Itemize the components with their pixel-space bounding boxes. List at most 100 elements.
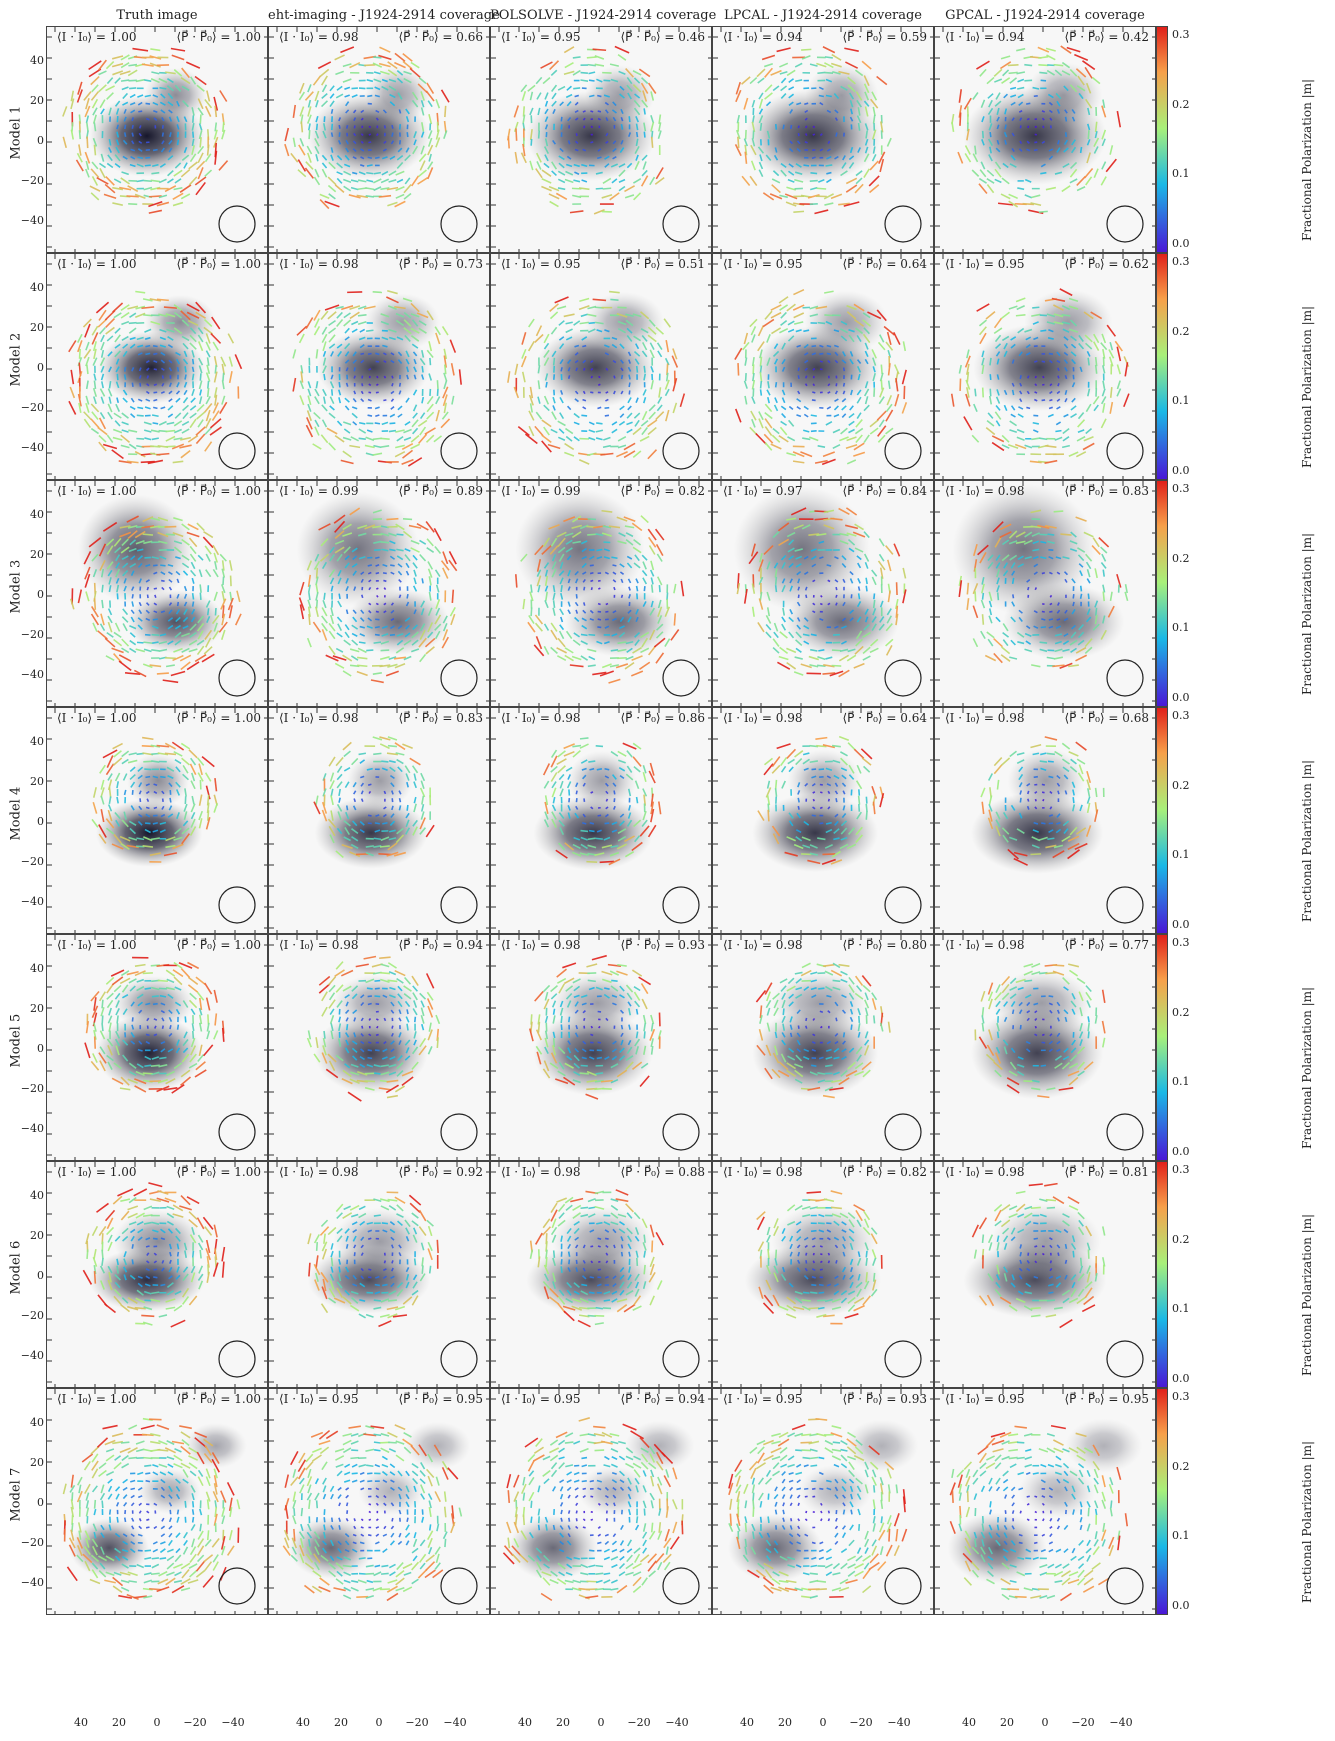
intensity-blob [947,1512,1047,1584]
intensity-correlation: ⟨I · I₀⟩ = 0.95 [723,257,803,271]
intensity-correlation: ⟨I · I₀⟩ = 1.00 [57,30,137,44]
intensity-correlation: ⟨I · I₀⟩ = 1.00 [57,938,137,952]
panel-image [935,27,1155,252]
intensity-blob [113,1209,203,1274]
y-tick-label: −20 [20,1082,44,1095]
image-panel: ⟨I · I₀⟩ = 0.98 ⟨P⃗ · P⃗₀⟩ = 0.68 [934,707,1156,934]
intensity-blob [990,1203,1102,1280]
panel-image [491,27,711,252]
panel-image [713,27,933,252]
polarization-correlation: ⟨P⃗ · P⃗₀⟩ = 0.94 [398,938,484,952]
x-tick-label: −20 [1071,1716,1095,1729]
y-tick-label: −40 [20,1576,44,1589]
colorbar-tick: 0.2 [1172,551,1190,565]
intensity-blob [358,1467,425,1515]
intensity-blob [364,66,431,124]
polarization-vectors [502,1417,684,1602]
intensity-correlation: ⟨I · I₀⟩ = 0.98 [279,938,359,952]
beam-circle [1106,1340,1144,1378]
polarization-vectors [298,507,458,684]
x-tick-label: 40 [740,1716,754,1729]
intensity-correlation: ⟨I · I₀⟩ = 0.95 [945,1392,1025,1406]
panel-image [935,1162,1155,1387]
intensity-correlation: ⟨I · I₀⟩ = 1.00 [57,484,137,498]
intensity-blob [296,491,419,607]
y-tick-label: 20 [30,1456,44,1469]
image-panel: ⟨I · I₀⟩ = 0.95 ⟨P⃗ · P⃗₀⟩ = 0.94 [490,1388,712,1615]
colorbar-label: Fractional Polarization |m| [1300,1213,1314,1376]
intensity-correlation: ⟨I · I₀⟩ = 0.98 [723,938,803,952]
colorbar-tick: 0.3 [1172,28,1190,41]
intensity-correlation: ⟨I · I₀⟩ = 0.98 [279,257,359,271]
intensity-correlation: ⟨I · I₀⟩ = 0.97 [723,484,803,498]
polarization-correlation: ⟨P⃗ · P⃗₀⟩ = 0.81 [1064,1165,1150,1179]
colorbar-tick: 0.0 [1172,1372,1190,1385]
image-panel: ⟨I · I₀⟩ = 0.98 ⟨P⃗ · P⃗₀⟩ = 0.83 [934,480,1156,707]
beam-circle [662,205,700,243]
beam-circle [1106,432,1144,470]
intensity-blob [69,1518,150,1578]
image-panel: ⟨I · I₀⟩ = 0.98 ⟨P⃗ · P⃗₀⟩ = 0.94 [268,934,490,1161]
y-tick-label: 0 [37,1269,44,1282]
polarization-correlation: ⟨P⃗ · P⃗₀⟩ = 1.00 [176,711,262,725]
intensity-blob [1018,1463,1096,1519]
intensity-blob [364,293,440,351]
y-tick-label: −20 [20,1309,44,1322]
y-tick-label: −40 [20,895,44,908]
panel-image [269,1389,489,1614]
panel-image [713,1389,933,1614]
x-tick-label: 40 [74,1716,88,1729]
beam-circle [218,886,256,924]
panel-image [269,708,489,933]
beam-circle [1106,205,1144,243]
intensity-blob [347,752,413,810]
x-tick-label: −20 [627,1716,651,1729]
intensity-blob [971,1006,1104,1100]
intensity-blob [144,294,216,350]
polarization-correlation: ⟨P⃗ · P⃗₀⟩ = 0.64 [842,711,928,725]
intensity-correlation: ⟨I · I₀⟩ = 0.95 [501,30,581,44]
polarization-correlation: ⟨P⃗ · P⃗₀⟩ = 0.66 [398,30,484,44]
polarization-correlation: ⟨P⃗ · P⃗₀⟩ = 1.00 [176,257,262,271]
polarization-vectors [507,290,686,465]
image-panel: ⟨I · I₀⟩ = 0.94 ⟨P⃗ · P⃗₀⟩ = 0.42 [934,26,1156,253]
y-tick-label: −40 [20,668,44,681]
panel-image [47,708,267,933]
y-tick-label: 20 [30,321,44,334]
intensity-blob [804,290,889,354]
image-panel: ⟨I · I₀⟩ = 0.94 ⟨P⃗ · P⃗₀⟩ = 0.59 [712,26,934,253]
polarization-vectors [62,1417,241,1601]
beam-circle [662,1567,700,1605]
polarization-correlation: ⟨P⃗ · P⃗₀⟩ = 0.93 [620,938,706,952]
colorbar-tick: 0.2 [1172,1232,1190,1246]
colorbar-label: Fractional Polarization |m| [1300,1440,1314,1603]
x-tick-label: 0 [597,1716,605,1729]
polarization-correlation: ⟨P⃗ · P⃗₀⟩ = 1.00 [176,1165,262,1179]
colorbar-tick: 0.0 [1172,464,1190,477]
intensity-blob [95,798,203,867]
colorbar-tick: 0.3 [1172,709,1190,722]
colorbar [1156,707,1168,934]
beam-circle [1106,886,1144,924]
image-panel: ⟨I · I₀⟩ = 1.00 ⟨P⃗ · P⃗₀⟩ = 1.00 [46,253,268,480]
panel-image [491,1162,711,1387]
y-tick-label: 40 [30,508,44,521]
intensity-blob [845,1419,919,1472]
image-panel: ⟨I · I₀⟩ = 0.98 ⟨P⃗ · P⃗₀⟩ = 0.73 [268,253,490,480]
intensity-blob [144,67,207,123]
panel-image [47,481,267,706]
image-panel: ⟨I · I₀⟩ = 1.00 ⟨P⃗ · P⃗₀⟩ = 1.00 [46,26,268,253]
polarization-vectors [506,45,665,215]
intensity-correlation: ⟨I · I₀⟩ = 0.98 [501,938,581,952]
y-tick-label: 20 [30,1229,44,1242]
y-tick-label: 0 [37,1496,44,1509]
beam-circle [662,659,700,697]
polarization-vectors [542,737,662,866]
polarization-vectors [755,962,891,1099]
intensity-correlation: ⟨I · I₀⟩ = 0.98 [279,30,359,44]
polarization-vectors [728,1417,908,1599]
intensity-blob [952,483,1096,615]
polarization-correlation: ⟨P⃗ · P⃗₀⟩ = 0.95 [1064,1392,1150,1406]
colorbar-tick: 0.1 [1172,1302,1190,1316]
